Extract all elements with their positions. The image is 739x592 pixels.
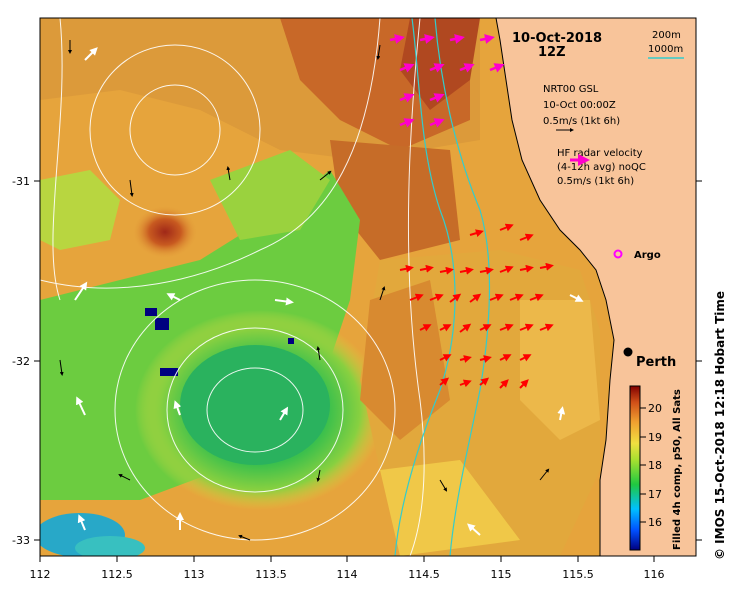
colorbar-caption: Filled 4h comp, p50, All Sats (672, 389, 683, 550)
radar-velocity-arrows (399, 223, 554, 389)
x-tick-label: 113.5 (255, 568, 287, 581)
model-velocity-arrows (74, 47, 584, 536)
glider-legend-line2: 10-Oct 00:00Z (543, 100, 616, 111)
x-tick-label: 112 (30, 568, 51, 581)
glider-legend-line3: 0.5m/s (1kt 6h) (543, 116, 620, 127)
x-tick-label: 115.5 (562, 568, 594, 581)
credit-text: © IMOS 15-Oct-2018 12:18 Hobart Time (713, 291, 727, 560)
x-axis (39, 556, 655, 562)
radar-legend-line2: (4-12h avg) noQC (557, 162, 646, 173)
sst-field (40, 18, 696, 556)
x-tick-label: 112.5 (101, 568, 133, 581)
colorbar-tick-label: 19 (648, 431, 662, 444)
depth-label-200: 200m (652, 30, 681, 41)
perth-marker (623, 347, 633, 357)
plot-frame (39, 17, 697, 557)
x-tick-label: 114.5 (408, 568, 440, 581)
y-axis (34, 180, 702, 541)
x-tick-label: 116 (644, 568, 665, 581)
colorbar-tick-label: 17 (648, 488, 662, 501)
perth-label: Perth (636, 355, 676, 370)
radar-legend-line1: HF radar velocity (557, 148, 643, 159)
glider-legend-line1: NRT00 GSL (543, 84, 599, 95)
colorbar-tick-label: 20 (648, 402, 662, 415)
y-tick-label: -33 (12, 534, 30, 547)
y-tick-label: -31 (12, 175, 30, 188)
y-tick-label: -32 (12, 355, 30, 368)
map-date: 10-Oct-2018 (512, 31, 602, 46)
argo-label: Argo (634, 250, 661, 261)
x-tick-label: 115 (491, 568, 512, 581)
colorbar-tick-label: 16 (648, 516, 662, 529)
radar-legend-line3: 0.5m/s (1kt 6h) (557, 176, 634, 187)
x-tick-label: 114 (337, 568, 358, 581)
colorbar (629, 385, 641, 551)
x-tick-label: 113 (184, 568, 205, 581)
map-time: 12Z (538, 45, 566, 60)
depth-label-1000: 1000m (648, 44, 683, 55)
ssh-contours (40, 18, 425, 556)
colorbar-tick-label: 18 (648, 459, 662, 472)
argo-float-marker (613, 249, 623, 259)
